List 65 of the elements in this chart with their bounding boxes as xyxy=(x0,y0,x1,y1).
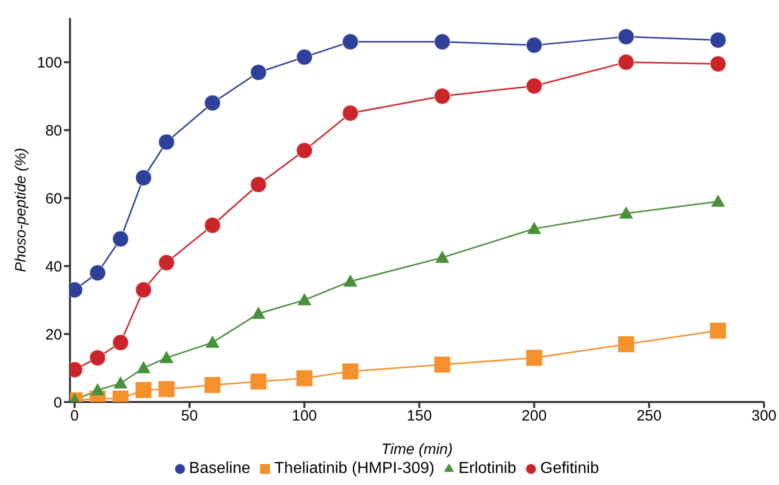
point xyxy=(114,376,128,389)
point xyxy=(342,363,358,380)
y-tick-label: 0 xyxy=(54,394,62,412)
x-tick-label: 300 xyxy=(751,408,777,425)
point xyxy=(112,230,129,248)
point xyxy=(135,282,152,298)
point xyxy=(89,350,106,366)
point xyxy=(526,78,542,94)
point xyxy=(342,104,359,122)
y-tick-label: 20 xyxy=(45,326,62,344)
point xyxy=(297,293,312,306)
point xyxy=(619,206,634,219)
point xyxy=(296,370,312,386)
point xyxy=(527,222,542,234)
x-tick-label: 250 xyxy=(636,408,662,425)
point xyxy=(710,56,726,72)
x-tick-label: 100 xyxy=(292,408,317,425)
y-tick-label: 80 xyxy=(45,122,62,140)
y-axis-title: Phoso-peptide (%) xyxy=(12,148,30,272)
point xyxy=(204,217,221,234)
legend-label: Theliatinib (HMPI-309) xyxy=(274,460,434,477)
point xyxy=(710,32,726,48)
x-axis-title: Time (min) xyxy=(381,441,453,458)
point xyxy=(251,306,266,319)
point xyxy=(296,48,313,66)
point xyxy=(250,176,267,193)
point xyxy=(618,336,634,352)
x-tick-label: 0 xyxy=(70,408,79,425)
point xyxy=(342,34,359,50)
x-tick-label: 150 xyxy=(406,408,432,425)
point xyxy=(158,381,175,398)
point xyxy=(618,54,634,70)
point xyxy=(112,334,129,351)
point xyxy=(250,64,267,81)
point xyxy=(136,361,151,374)
point xyxy=(205,336,220,348)
point xyxy=(135,169,152,186)
legend-label: Gefitinib xyxy=(540,460,599,477)
point xyxy=(204,94,221,112)
point xyxy=(618,28,634,45)
point xyxy=(296,142,313,159)
point xyxy=(90,383,105,396)
y-tick-label: 40 xyxy=(45,258,62,276)
y-tick-label: 100 xyxy=(36,54,62,72)
point xyxy=(711,194,726,207)
y-tick-label: 60 xyxy=(45,190,62,208)
point xyxy=(710,322,726,339)
point xyxy=(343,274,358,287)
point xyxy=(204,377,220,394)
point xyxy=(158,254,175,271)
point xyxy=(89,264,106,282)
point xyxy=(158,134,175,150)
point xyxy=(136,382,152,398)
point xyxy=(526,350,542,366)
legend-label: Baseline xyxy=(189,460,250,477)
point xyxy=(434,88,451,104)
point xyxy=(434,356,450,373)
point xyxy=(250,374,266,390)
point xyxy=(435,250,450,263)
x-tick-label: 50 xyxy=(181,408,198,425)
point xyxy=(160,350,174,364)
point xyxy=(434,34,451,50)
x-tick-label: 200 xyxy=(522,408,547,425)
legend-label: Erlotinib xyxy=(458,460,516,477)
point xyxy=(526,36,542,54)
